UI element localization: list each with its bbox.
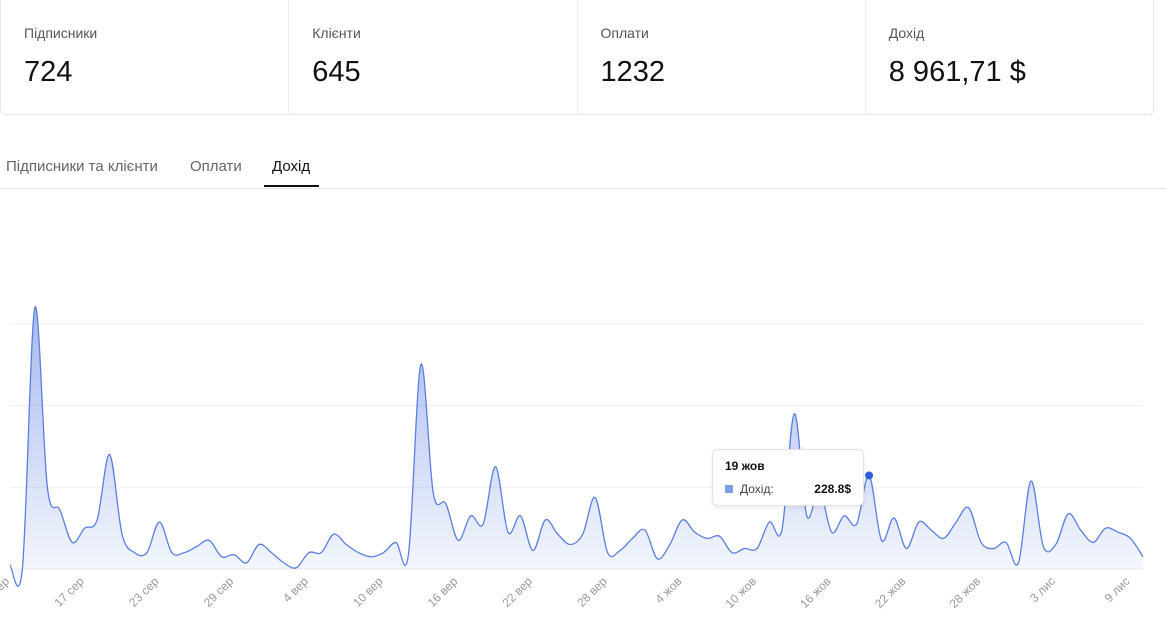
stat-card: Оплати 1232 — [578, 0, 866, 114]
x-tick-label: 16 жов — [797, 574, 834, 611]
area-line — [9, 306, 1144, 587]
stat-card: Дохід 8 961,71 $ — [866, 0, 1153, 114]
tooltip-title: 19 жов — [725, 459, 765, 473]
x-tick-label: 17 сер — [51, 574, 87, 610]
stat-value: 8 961,71 $ — [888, 56, 1026, 88]
stat-label: Підписники — [24, 25, 98, 41]
x-tick-label: 10 вер — [350, 574, 386, 610]
stat-value: 724 — [24, 56, 73, 88]
tab-underline — [264, 185, 319, 187]
tooltip-value: 228.8$ — [814, 482, 851, 496]
tooltip-swatch — [725, 485, 733, 493]
stat-label: Дохід — [888, 25, 925, 41]
tab[interactable]: Підписники та клієнти — [6, 158, 158, 175]
tab[interactable]: Оплати — [190, 158, 242, 175]
tab-bar: Підписники та клієнти Оплати Дохід — [0, 150, 1166, 189]
tooltip: 19 жов Дохід: 228.8$ — [712, 449, 864, 506]
x-tick-label: 22 вер — [499, 574, 535, 610]
stat-value: 1232 — [600, 56, 666, 88]
x-tick-label: 3 лис — [1027, 574, 1058, 605]
x-tick-label: 10 жов — [723, 574, 760, 611]
x-tick-label: 28 жов — [947, 574, 984, 611]
stat-card: Підписники 724 — [1, 0, 290, 114]
tab-active[interactable]: Дохід — [272, 158, 311, 175]
x-tick-label: 9 лис — [1102, 574, 1133, 605]
stat-card: Клієнти 645 — [289, 0, 578, 114]
x-tick-label: 28 вер — [574, 574, 610, 610]
x-tick-label: 16 вер — [425, 574, 461, 610]
stat-value: 645 — [312, 56, 361, 88]
hover-point — [865, 471, 874, 480]
x-tick-label: 29 сер — [201, 574, 237, 610]
stat-label: Клієнти — [312, 25, 361, 41]
stat-cards: Підписники 724 Клієнти 645 Оплати 1232 Д… — [0, 0, 1154, 115]
x-tick-label: 22 жов — [872, 574, 909, 611]
stat-label: Оплати — [600, 25, 649, 41]
x-tick-label: 4 жов — [653, 574, 685, 606]
x-tick-label: 4 вер — [280, 574, 311, 605]
chart: 11 сер 17 сер 23 сер 29 сер 4 вер 10 вер 16 ве… — [0, 306, 1144, 611]
x-tick-label: 23 сер — [126, 574, 162, 610]
area-fill — [10, 306, 1143, 587]
tooltip-label: Дохід: — [740, 482, 774, 496]
x-tick-label: 11 сер — [0, 574, 12, 609]
